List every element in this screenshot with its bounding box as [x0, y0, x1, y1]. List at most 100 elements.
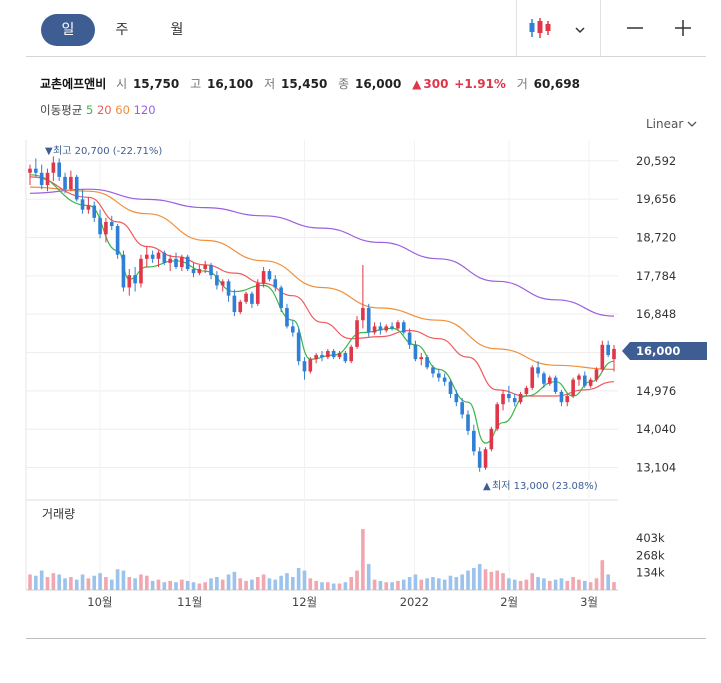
candle — [98, 209, 102, 239]
candle — [588, 377, 593, 388]
candle — [501, 389, 505, 411]
volume-bar — [466, 570, 470, 590]
volume-bar — [413, 574, 418, 590]
candle — [45, 168, 50, 192]
candle — [168, 254, 172, 272]
volume-bar — [92, 575, 97, 590]
volume-bar — [331, 583, 336, 590]
volume-bar — [133, 578, 137, 590]
candle — [314, 353, 318, 364]
volume-bar — [156, 579, 161, 590]
candle — [384, 324, 389, 333]
price-tick-label: 19,656 — [636, 192, 676, 206]
time-tick-label: 2월 — [500, 595, 518, 609]
volume-bar — [139, 574, 143, 590]
candle — [495, 402, 500, 431]
candle — [355, 316, 359, 349]
volume-bar — [267, 578, 272, 590]
candle — [512, 393, 517, 407]
candle — [109, 215, 114, 231]
toolbar-divider — [600, 0, 601, 56]
candle — [483, 447, 488, 470]
candle — [361, 264, 365, 329]
time-tick-label: 3월 — [580, 595, 598, 609]
candle — [215, 271, 219, 290]
volume-bar — [162, 582, 167, 590]
candle — [366, 303, 371, 337]
candlestick-icon[interactable] — [528, 17, 552, 43]
tab-weekly[interactable]: 주 — [115, 22, 129, 38]
volume-bar — [448, 575, 453, 590]
volume-bar — [197, 583, 202, 590]
volume-tick-label: 134k — [636, 566, 665, 580]
low-label: 저 — [264, 77, 276, 91]
ma5-line — [29, 174, 615, 444]
minus-icon[interactable] — [626, 19, 644, 41]
candle — [34, 158, 38, 177]
candle — [477, 447, 482, 472]
chevron-down-icon[interactable] — [574, 20, 586, 39]
volume-bar — [483, 569, 488, 590]
price-tick-label: 14,040 — [636, 422, 676, 436]
candle — [80, 189, 85, 214]
volume-bar — [366, 564, 371, 590]
candle — [285, 303, 289, 329]
price-tick-label: 17,784 — [636, 269, 676, 283]
candle — [162, 250, 167, 265]
high-annotation: 최고 20,700 (-22.71%) — [53, 145, 162, 157]
volume-bar — [477, 564, 482, 590]
volume-bar — [232, 571, 237, 590]
candle — [530, 365, 535, 390]
volume-bar — [215, 577, 219, 590]
candle — [571, 377, 575, 399]
candle — [302, 357, 307, 380]
volume-bar — [547, 580, 552, 590]
volume-bar — [86, 578, 91, 590]
candle — [238, 299, 243, 315]
volume-bar — [238, 578, 243, 590]
candle — [489, 426, 494, 452]
volume-bar — [326, 582, 330, 590]
candle — [612, 344, 616, 372]
candle — [407, 328, 412, 349]
volume-bar — [144, 575, 149, 590]
price-tick-label: 16,848 — [636, 307, 676, 321]
volume-bar — [536, 577, 540, 590]
volume-bar — [255, 577, 260, 590]
candle — [39, 164, 44, 190]
ma-5: 5 — [85, 103, 94, 117]
volume-bar — [80, 574, 85, 590]
candle — [279, 285, 283, 313]
volume-bar — [582, 580, 587, 590]
volume-bar — [419, 579, 424, 590]
volume-bar — [185, 580, 190, 590]
volume-bar — [594, 578, 599, 590]
high-value: 16,100 — [206, 77, 254, 91]
volume-bar — [612, 582, 616, 590]
candle — [524, 385, 529, 397]
tab-daily[interactable]: 일 — [41, 14, 95, 46]
candle — [466, 410, 470, 435]
plus-icon[interactable] — [674, 19, 692, 41]
candle — [226, 279, 231, 302]
candle — [600, 340, 605, 372]
volume-bar — [150, 580, 155, 590]
candle — [290, 320, 295, 337]
candle — [396, 320, 400, 331]
ma20-line — [29, 176, 615, 397]
scale-selector[interactable]: Linear — [646, 117, 697, 131]
volume-bar — [244, 580, 248, 590]
candle — [425, 355, 429, 370]
low-value: 15,450 — [280, 77, 328, 91]
candle — [273, 275, 278, 292]
stock-name: 교촌에프앤비 — [40, 77, 107, 91]
volume-bar — [530, 573, 535, 590]
candle — [156, 250, 161, 267]
price-tick-label: 13,104 — [636, 461, 676, 475]
high-annotation-marker: ▼ — [45, 146, 53, 157]
volume-bar — [571, 577, 575, 590]
volume-tick-label: 268k — [636, 548, 665, 562]
tab-monthly[interactable]: 월 — [170, 22, 184, 38]
price-tick-label: 14,976 — [636, 384, 676, 398]
